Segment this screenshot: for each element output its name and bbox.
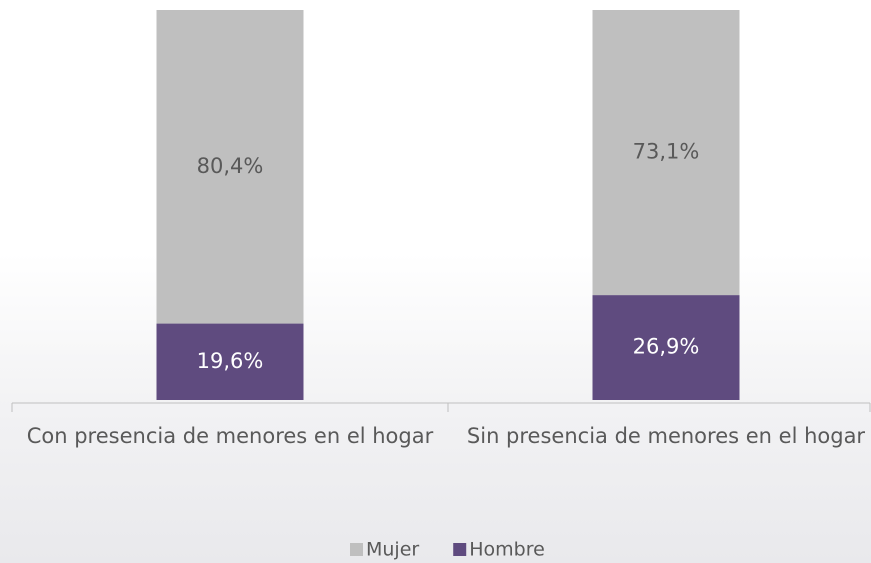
bar-segment (592, 10, 740, 296)
legend-swatch (453, 543, 467, 556)
bar-segment (156, 323, 304, 400)
data-label: 19,6% (197, 349, 264, 373)
data-label: 80,4% (197, 154, 264, 178)
data-label: 73,1% (633, 140, 700, 164)
legend-label: Mujer (366, 539, 419, 561)
x-tick-label: Con presencia de menores en el hogar (26, 424, 434, 448)
legend-swatch (350, 543, 363, 556)
data-label: 26,9% (633, 335, 700, 359)
bar-segment (592, 295, 740, 400)
bar-segment (156, 10, 304, 324)
legend-label: Hombre (469, 539, 545, 561)
x-tick-label: Sin presencia de menores en el hogar (466, 424, 866, 448)
